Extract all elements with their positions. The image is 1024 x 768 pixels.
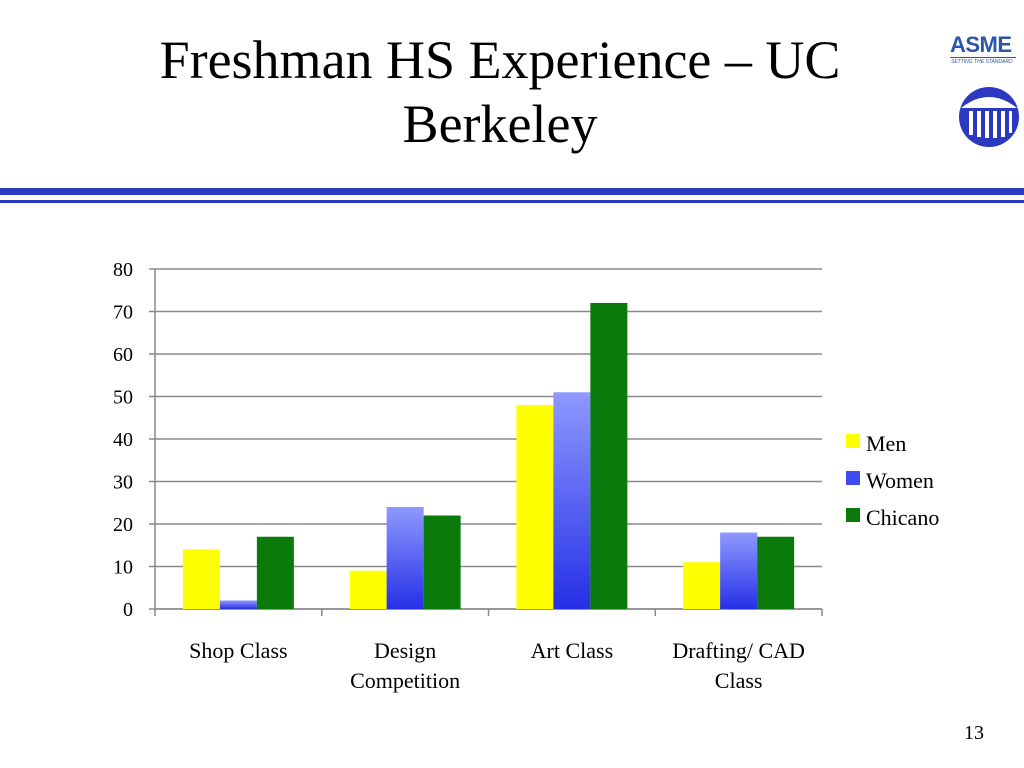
y-tick-label: 20 [113,514,133,536]
y-tick-label: 60 [113,344,133,366]
x-tick-label: Design Competition [350,638,460,693]
y-tick-label: 50 [113,387,133,409]
header-rule-thick [0,188,1024,195]
legend-label: Women [866,468,934,493]
asme-logo-rule [950,57,1016,58]
bar-men [683,562,721,609]
y-tick-label: 70 [113,302,133,324]
header-rule-thin [0,200,1024,203]
asme-logo-tagline: SETTING THE STANDARD [951,59,1013,65]
x-tick-label: Drafting/ CAD Class [672,638,805,693]
bar-women [219,600,257,609]
slide-title: Freshman HS Experience – UC Berkeley [159,30,841,154]
bar-women [720,532,758,609]
y-tick-label: 0 [123,599,133,621]
asme-logo: ASME SETTING THE STANDARD [944,26,1022,70]
bar-chicano [423,515,461,609]
legend-label: Men [866,431,906,456]
legend-swatch-chicano [846,508,860,522]
bar-men [349,570,387,609]
y-tick-label: 40 [113,429,133,451]
tick-labels: 0 10 20 30 40 50 60 70 80 Shop Class Design Competi… [113,259,805,693]
y-tick-label: 10 [113,557,133,579]
bar-women [386,507,424,609]
bar-chicano [256,536,294,609]
legend-label: Chicano [866,505,939,530]
legend: Men Women Chicano [846,431,939,530]
asme-logo-text: ASME [950,32,1012,57]
bar-women [553,392,591,609]
x-tick-label: Shop Class [189,638,287,663]
bar-chicano [590,303,628,609]
y-tick-label: 80 [113,259,133,281]
legend-swatch-women [846,471,860,485]
bars [182,303,795,609]
legend-swatch-men [846,434,860,448]
bar-men [516,405,554,609]
bar-chicano [757,536,795,609]
y-tick-label: 30 [113,472,133,494]
x-tick-label: Art Class [531,638,614,663]
page-number: 13 [964,722,984,744]
bar-men [182,549,220,609]
dome-logo-icon [959,87,1019,147]
